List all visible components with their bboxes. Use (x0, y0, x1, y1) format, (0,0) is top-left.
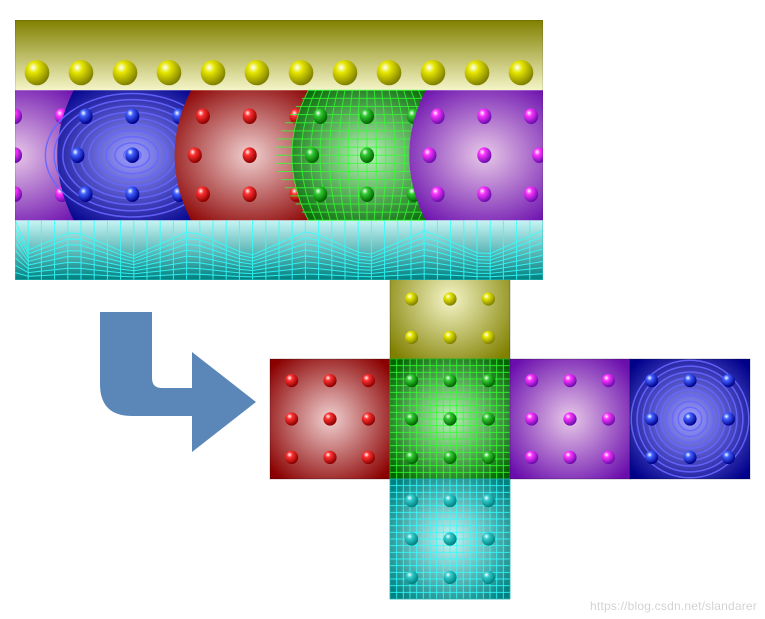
diagram-stage: https://blog.csdn.net/slandarer (0, 0, 765, 619)
transform-arrow (100, 312, 256, 452)
cube-face-teal (390, 479, 510, 599)
diagram-svg (0, 0, 765, 619)
watermark-text: https://blog.csdn.net/slandarer (590, 599, 757, 613)
cube-face-green (390, 359, 510, 479)
cube-net (270, 239, 750, 599)
equirect-panorama (0, 20, 559, 280)
cube-face-blue (630, 359, 750, 479)
cube-face-magenta (510, 359, 630, 479)
cube-face-red (270, 359, 390, 479)
